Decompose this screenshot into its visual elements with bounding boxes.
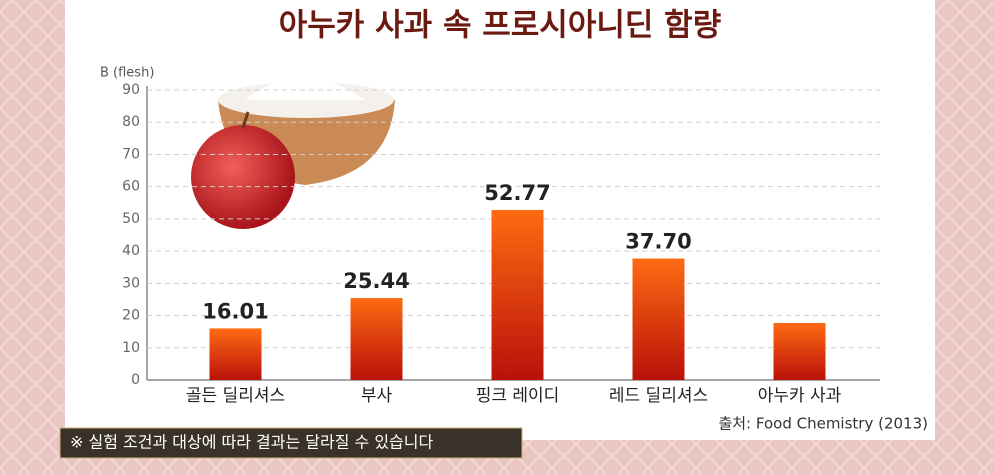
y-tick-label: 0 — [131, 372, 140, 388]
y-axis-label: B (flesh) — [100, 66, 154, 81]
bar — [209, 328, 262, 380]
y-tick-label: 90 — [122, 82, 140, 98]
y-tick-label: 10 — [122, 340, 140, 356]
illustration — [191, 77, 395, 229]
x-tick-label: 레드 딜리셔스 — [609, 386, 708, 406]
footnote-box — [59, 427, 523, 459]
y-tick-label: 30 — [122, 275, 140, 291]
chart-title: 아누카 사과 속 프로시아니딘 함량 — [279, 8, 721, 44]
y-tick-label: 80 — [122, 114, 140, 130]
y-tick-label: 20 — [122, 308, 140, 324]
value-label: 52.77 — [484, 181, 550, 205]
value-label: 37.70 — [625, 230, 691, 254]
x-tick-label: 아누카 사과 — [758, 386, 842, 406]
source: 출처: Food Chemistry (2013) — [718, 415, 928, 433]
footnote: ※ 실험 조건과 대상에 따라 결과는 달라질 수 있습니다 — [70, 433, 433, 452]
y-tick-label: 50 — [122, 211, 140, 227]
x-tick-label: 부사 — [361, 386, 393, 406]
x-tick-label: 핑크 레이디 — [476, 386, 560, 406]
bar — [632, 258, 685, 380]
y-tick-label: 60 — [122, 179, 140, 195]
x-tick-label: 골든 딜리셔스 — [186, 386, 285, 406]
y-tick-label: 70 — [122, 146, 140, 162]
bar — [491, 209, 544, 380]
bar — [773, 322, 826, 380]
value-label: 16.01 — [202, 299, 268, 323]
y-tick-label: 40 — [122, 243, 140, 259]
bar — [350, 298, 403, 380]
value-label: 25.44 — [343, 269, 409, 293]
